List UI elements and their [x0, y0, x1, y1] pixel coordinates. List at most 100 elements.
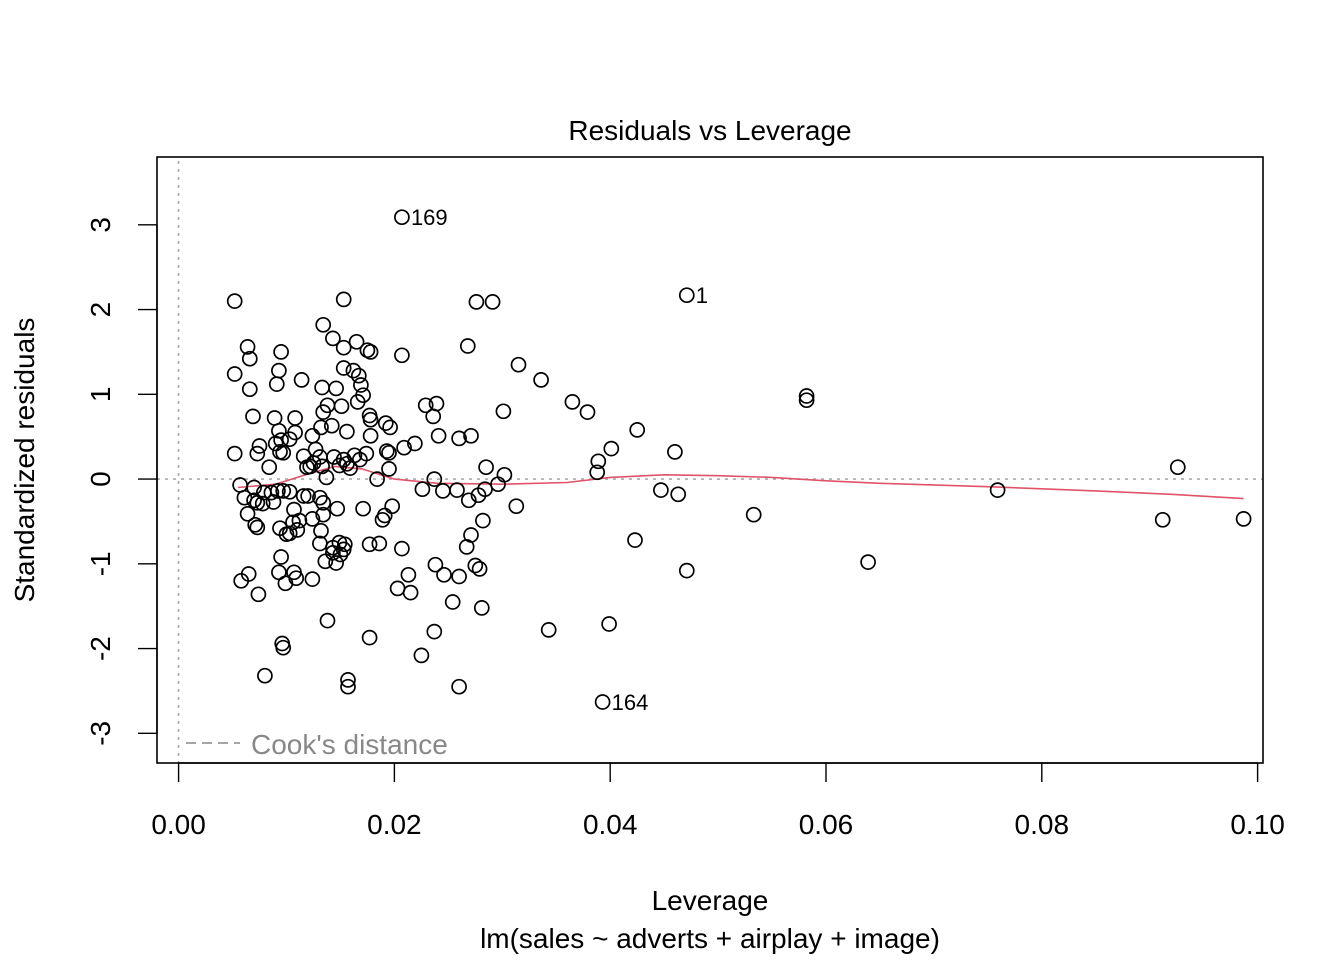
data-point: [427, 556, 444, 573]
legend: Cook's distance: [186, 729, 448, 760]
data-point: [263, 484, 280, 501]
data-point: [328, 380, 344, 397]
data-point: [315, 404, 332, 420]
data-point: [233, 572, 250, 589]
data-point: [678, 287, 695, 304]
data-point: [245, 408, 261, 425]
x-axis: 0.00 0.02 0.04 0.06 0.08 0.10: [151, 762, 1285, 840]
data-point: [601, 616, 617, 632]
data-point: [339, 423, 355, 440]
data-point: [451, 430, 467, 447]
data-point: [302, 458, 319, 475]
data-point: [589, 464, 606, 481]
data-point: [540, 622, 557, 638]
data-point: [475, 512, 491, 529]
data-point: [471, 561, 488, 577]
data-point: [340, 672, 356, 688]
data-point: [304, 571, 321, 587]
data-point: [678, 562, 695, 579]
data-point: [331, 457, 348, 474]
data-point: [281, 431, 298, 448]
data-point: [670, 486, 687, 503]
data-point: [355, 500, 371, 517]
data-point: [249, 494, 266, 511]
data-point: [254, 495, 271, 512]
data-point: [451, 678, 467, 695]
data-point: [463, 427, 479, 444]
data-point: [319, 612, 336, 629]
data-point: [394, 347, 410, 364]
data-point: [275, 483, 292, 499]
point-label: 164: [612, 690, 649, 715]
point-labels: 169 1 164: [411, 205, 708, 715]
data-point: [361, 629, 378, 646]
data-point: [745, 506, 762, 523]
data-point: [328, 555, 344, 571]
data-point: [265, 494, 282, 510]
data-point: [289, 522, 306, 538]
data-point: [484, 294, 501, 310]
data-point: [273, 549, 289, 565]
data-point: [430, 427, 447, 444]
data-point: [460, 492, 477, 509]
data-point: [400, 566, 417, 583]
y-tick-label: -2: [85, 636, 116, 661]
data-point: [332, 546, 349, 563]
data-point: [459, 338, 476, 354]
data-point: [323, 417, 340, 434]
data-point: [590, 453, 607, 470]
data-point: [315, 506, 332, 523]
data-point: [426, 623, 443, 640]
data-point: [335, 360, 352, 376]
data-point: [313, 419, 329, 436]
data-point: [326, 449, 342, 465]
data-point: [249, 519, 266, 536]
data-point: [277, 575, 294, 592]
y-tick-label: 1: [85, 387, 116, 403]
data-point: [241, 350, 258, 367]
data-point: [478, 459, 494, 476]
x-tick-label: 0.00: [151, 809, 206, 840]
data-point: [339, 455, 355, 472]
data-point: [394, 540, 410, 557]
lowess-smoother: [237, 465, 1244, 500]
data-point: [291, 512, 308, 529]
data-point: [394, 209, 410, 226]
data-point: [1154, 511, 1171, 528]
data-point: [381, 444, 397, 461]
data-point: [508, 498, 525, 515]
data-point: [239, 505, 256, 522]
data-point: [860, 554, 876, 570]
data-point: [361, 536, 378, 553]
data-point: [349, 394, 366, 410]
data-point: [444, 594, 461, 610]
data-point: [329, 500, 346, 517]
data-point: [340, 678, 356, 695]
data-point: [251, 438, 268, 454]
y-tick-label: 0: [85, 471, 116, 487]
data-point: [226, 445, 243, 462]
data-point: [407, 435, 423, 452]
data-point: [293, 372, 310, 388]
data-point: [426, 471, 443, 487]
data-point: [362, 411, 379, 428]
data-point: [257, 667, 273, 684]
data-point: [335, 291, 352, 308]
reference-lines: [157, 161, 1263, 763]
data-point: [594, 694, 611, 710]
data-point: [281, 525, 298, 542]
data-points: [226, 209, 1252, 710]
data-point: [300, 488, 316, 504]
x-tick-label: 0.06: [799, 809, 854, 840]
point-label: 1: [696, 283, 708, 308]
data-point: [362, 427, 379, 444]
y-axis-label: Standardized residuals: [9, 318, 40, 603]
data-point: [315, 316, 332, 333]
data-point: [579, 404, 596, 420]
data-point: [268, 376, 285, 392]
data-point: [458, 539, 475, 555]
data-point: [510, 356, 527, 373]
data-point: [261, 459, 278, 476]
data-point: [473, 600, 490, 616]
